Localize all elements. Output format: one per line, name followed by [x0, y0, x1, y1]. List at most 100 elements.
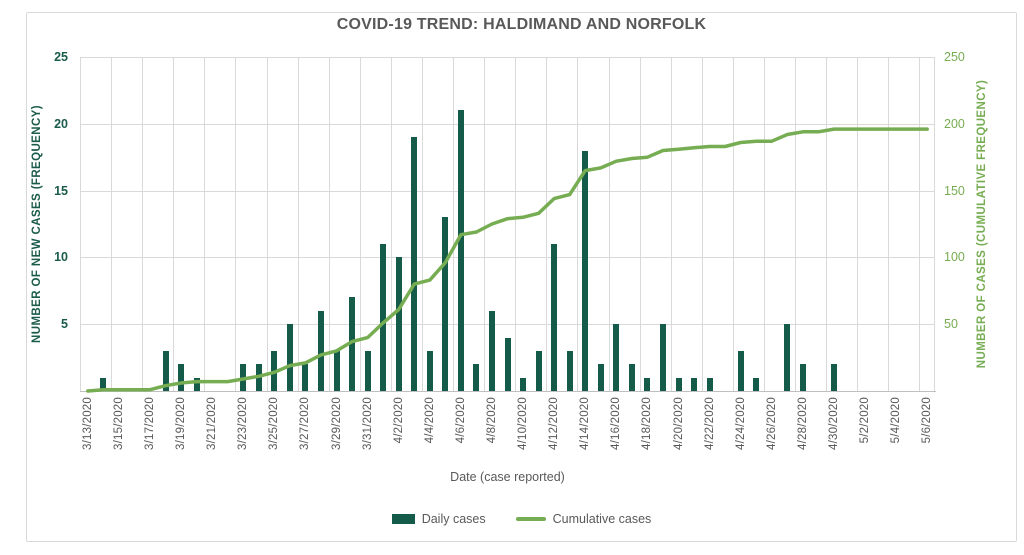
bar-daily-cases — [100, 377, 107, 391]
bar-daily-cases — [830, 364, 837, 391]
gridline-vertical — [546, 57, 548, 391]
bar-daily-cases — [504, 337, 511, 391]
bar-daily-cases — [675, 377, 682, 391]
y-axis-tick-left: 25 — [54, 50, 68, 64]
x-axis-tick: 5/6/2020 — [921, 397, 934, 444]
y-axis-tick-left: 10 — [54, 250, 68, 265]
daily-cases-swatch-icon — [391, 514, 415, 524]
gridline-vertical — [608, 57, 610, 391]
y-axis-tick-left: 20 — [54, 116, 68, 131]
gridline-vertical — [701, 57, 703, 391]
y-axis-tick-right: 250 — [944, 50, 965, 64]
x-axis-tick: 4/4/2020 — [423, 397, 436, 444]
bar-daily-cases — [473, 364, 480, 391]
bar-daily-cases — [551, 244, 558, 391]
bar-daily-cases — [784, 324, 791, 391]
x-axis-tick: 4/14/2020 — [579, 397, 592, 450]
x-axis-tick: 5/4/2020 — [890, 397, 903, 444]
x-axis-tick: 4/30/2020 — [827, 397, 840, 450]
bar-daily-cases — [597, 364, 604, 391]
y-axis-tick-left: 5 — [61, 317, 68, 332]
bar-daily-cases — [193, 377, 200, 391]
gridline-vertical — [670, 57, 672, 391]
x-axis-tick: 3/17/2020 — [143, 397, 156, 450]
cumulative-cases-swatch-icon — [515, 517, 546, 521]
y-axis-tick-left: 15 — [54, 183, 68, 198]
gridline-vertical — [328, 57, 330, 391]
cumulative-cases-line — [86, 127, 929, 393]
gridline-horizontal — [80, 123, 935, 125]
gridline-vertical — [764, 57, 765, 391]
y-axis-tick-right: 100 — [944, 250, 965, 265]
bar-daily-cases — [457, 110, 464, 391]
x-axis-tick: 4/22/2020 — [703, 397, 716, 450]
bar-daily-cases — [566, 350, 573, 391]
gridline-vertical — [142, 57, 144, 391]
gridline-vertical — [795, 57, 797, 391]
bar-daily-cases — [380, 244, 387, 391]
x-axis-tick: 3/21/2020 — [206, 397, 219, 450]
x-axis-tick: 3/13/2020 — [81, 397, 94, 450]
bar-daily-cases — [644, 377, 651, 391]
y-axis-title-left: NUMBER OF NEW CASES (FREQUENCY) — [31, 105, 43, 343]
x-axis-tick: 4/18/2020 — [641, 397, 654, 450]
bar-daily-cases — [753, 377, 760, 391]
gridline-vertical — [888, 57, 890, 391]
gridline-vertical — [484, 57, 486, 391]
x-axis-tick: 3/31/2020 — [361, 397, 374, 450]
bar-daily-cases — [162, 350, 169, 391]
x-axis-tick: 4/2/2020 — [392, 397, 405, 444]
bar-daily-cases — [333, 350, 340, 391]
gridline-vertical — [297, 57, 299, 391]
bar-daily-cases — [737, 350, 744, 391]
x-axis-tick: 4/12/2020 — [548, 397, 561, 450]
bar-daily-cases — [628, 364, 635, 391]
legend: Daily cases Cumulative cases — [26, 512, 1017, 526]
gridline-vertical — [639, 57, 641, 391]
legend-item-cumulative-cases: Cumulative cases — [515, 512, 652, 526]
gridline-vertical — [453, 57, 455, 391]
x-axis-tick: 3/27/2020 — [299, 397, 312, 450]
bar-daily-cases — [442, 217, 449, 391]
bar-daily-cases — [411, 137, 418, 391]
y-axis-tick-right: 200 — [944, 116, 965, 131]
y-axis-tick-right: 150 — [944, 183, 965, 198]
x-axis-title: Date (case reported) — [450, 470, 565, 484]
bar-daily-cases — [364, 350, 371, 391]
bar-daily-cases — [799, 364, 806, 391]
gridline-vertical — [111, 57, 113, 391]
x-axis-tick: 4/16/2020 — [610, 397, 623, 450]
x-axis-tick: 4/28/2020 — [796, 397, 809, 450]
bar-daily-cases — [395, 257, 402, 391]
x-axis-tick: 3/19/2020 — [175, 397, 188, 450]
legend-item-daily-cases: Daily cases — [391, 512, 486, 526]
bar-daily-cases — [286, 324, 293, 391]
bar-daily-cases — [349, 297, 356, 391]
bar-daily-cases — [691, 377, 698, 391]
bar-daily-cases — [659, 324, 666, 391]
bar-daily-cases — [488, 310, 495, 391]
bar-daily-cases — [302, 364, 309, 391]
x-axis-tick: 3/15/2020 — [112, 397, 125, 450]
bar-daily-cases — [706, 377, 713, 391]
gridline-vertical — [577, 57, 579, 391]
x-axis-tick: 3/25/2020 — [268, 397, 281, 450]
bar-daily-cases — [582, 150, 589, 391]
gridline-vertical — [857, 57, 859, 391]
y-axis-title-right: NUMBER OF CASES (CUMULATIVE FREQUENCY) — [976, 79, 988, 369]
plot-border — [80, 57, 935, 391]
bar-daily-cases — [535, 350, 542, 391]
x-axis-tick: 4/24/2020 — [734, 397, 747, 450]
gridline-vertical — [732, 57, 734, 391]
x-axis-tick: 5/2/2020 — [859, 397, 872, 444]
x-axis-tick: 4/6/2020 — [454, 397, 467, 444]
legend-label-cumulative-cases: Cumulative cases — [552, 512, 652, 526]
y-axis-tick-right: 50 — [944, 317, 958, 332]
gridline-vertical — [204, 57, 206, 391]
gridline-vertical — [422, 57, 423, 391]
gridline-vertical — [826, 57, 828, 391]
gridline-horizontal — [80, 324, 935, 326]
bar-daily-cases — [426, 350, 433, 391]
legend-label-daily-cases: Daily cases — [421, 512, 486, 526]
